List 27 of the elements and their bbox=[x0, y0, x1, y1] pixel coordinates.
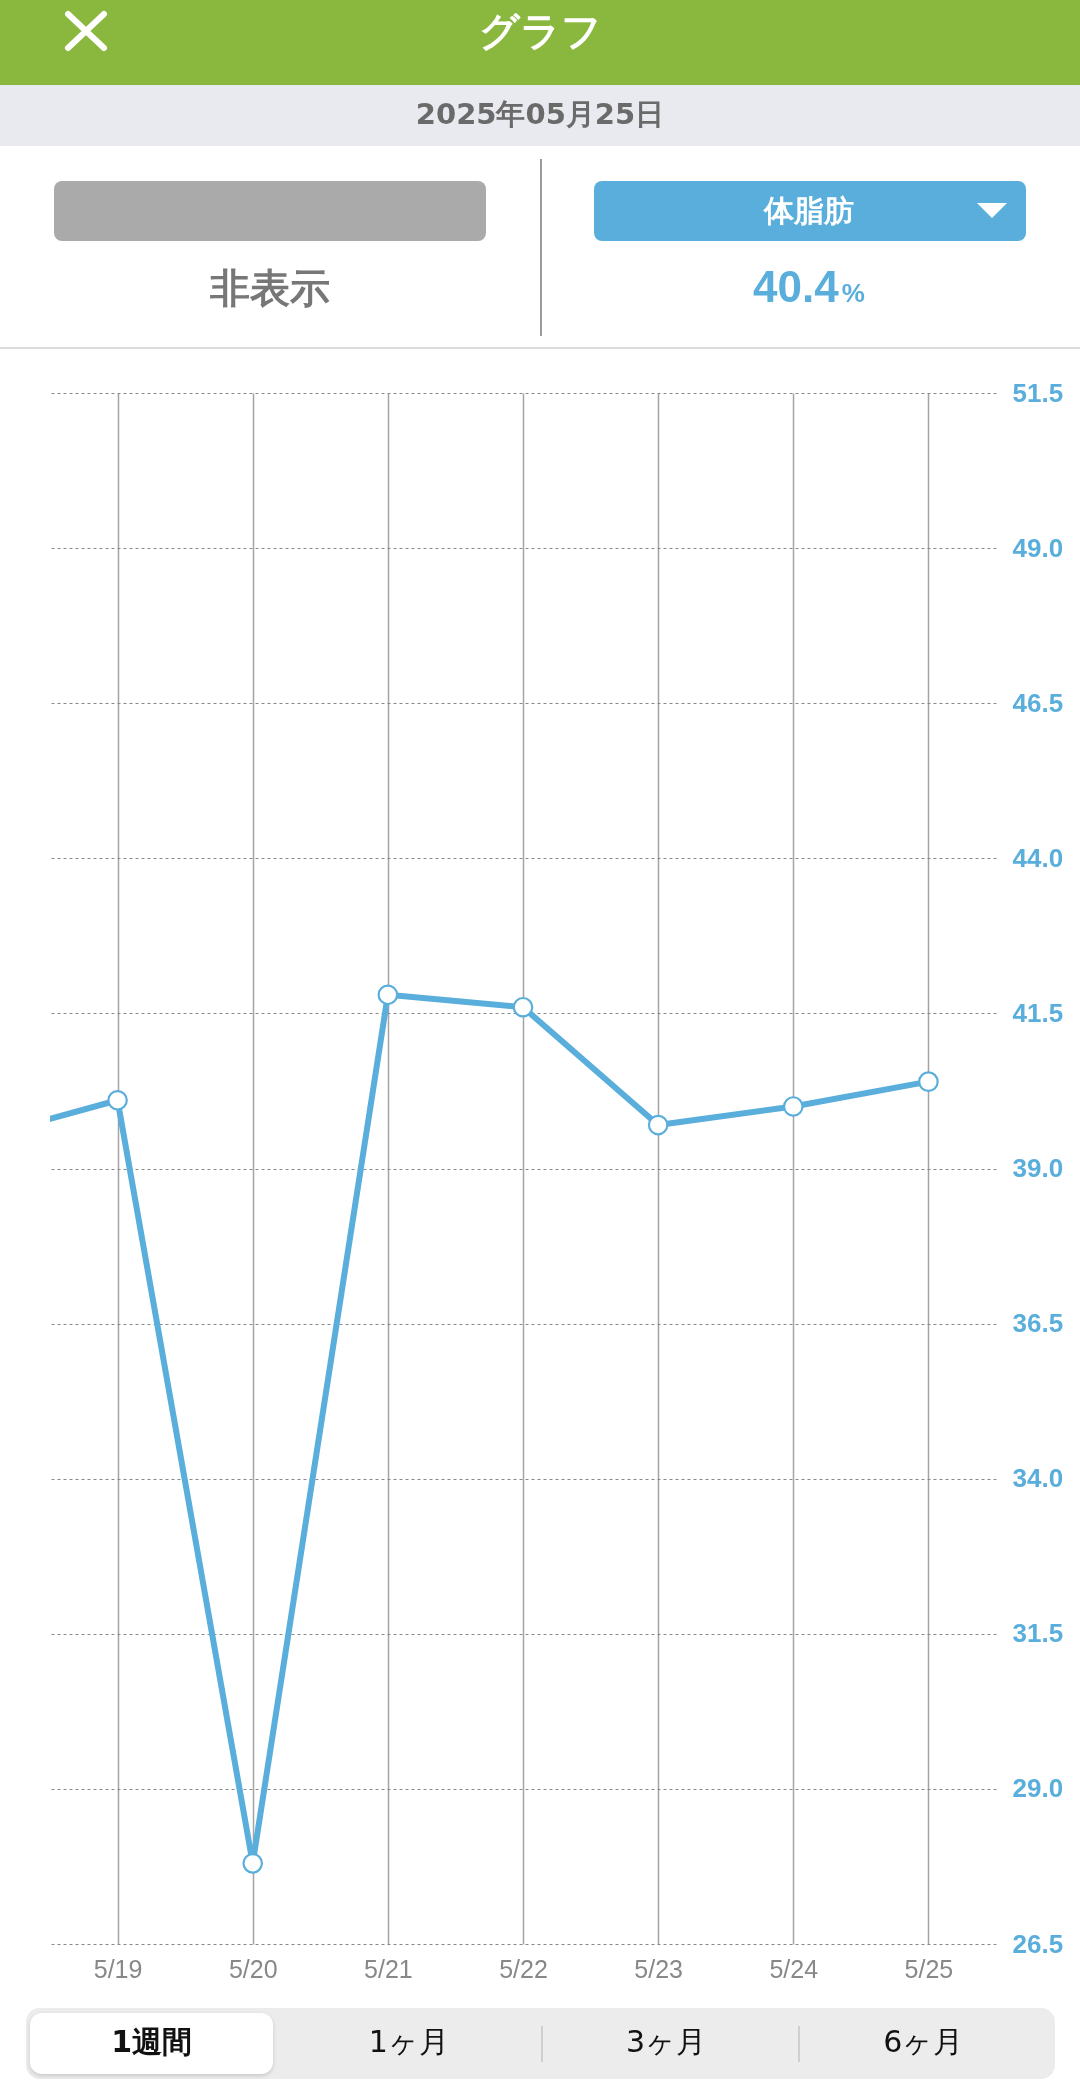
y-tick-label: 51.5 bbox=[1012, 377, 1064, 408]
y-tick-label: 29.0 bbox=[1012, 1773, 1064, 1804]
x-tick-label: 5/20 bbox=[228, 1954, 278, 1983]
chart-title: グラフ bbox=[478, 8, 602, 54]
text: 3ヶ月 bbox=[626, 2023, 707, 2060]
text: 1ヶ月 bbox=[368, 2023, 449, 2060]
text: 6ヶ月 bbox=[883, 2023, 964, 2060]
y-tick-label: 49.0 bbox=[1012, 532, 1064, 563]
y-tick-label: 44.0 bbox=[1012, 842, 1064, 873]
y-tick-label: 46.5 bbox=[1012, 687, 1064, 718]
text: 1週間 bbox=[111, 2023, 193, 2060]
x-tick-label: 5/19 bbox=[93, 1954, 143, 1983]
text: 非表示 bbox=[210, 265, 330, 311]
chart-subtitle: 2025年05月25日 bbox=[415, 97, 665, 132]
x-tick-label: 5/22 bbox=[499, 1954, 548, 1983]
y-tick-label: 39.0 bbox=[1012, 1153, 1064, 1183]
x-tick-label: 5/25 bbox=[904, 1954, 954, 1983]
text: 体脂肪 bbox=[764, 192, 854, 229]
y-tick-label: 26.5 bbox=[1012, 1928, 1064, 1959]
y-tick-label: 31.5 bbox=[1012, 1618, 1064, 1649]
y-tick-label: 41.5 bbox=[1012, 997, 1064, 1028]
x-tick-label: 5/24 bbox=[769, 1954, 819, 1983]
x-tick-label: 5/23 bbox=[634, 1954, 683, 1983]
y-tick-label: 36.5 bbox=[1012, 1308, 1064, 1339]
x-tick-label: 5/21 bbox=[364, 1954, 413, 1983]
text: 40.4% bbox=[753, 261, 865, 313]
y-tick-label: 34.0 bbox=[1012, 1463, 1064, 1494]
